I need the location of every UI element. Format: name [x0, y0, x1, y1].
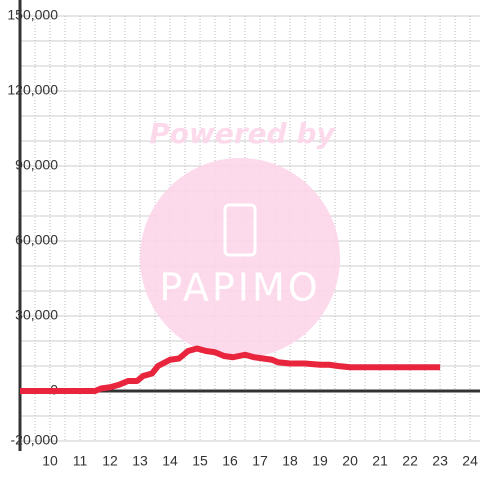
watermark-brand: PAPIMO [159, 266, 320, 310]
y-tick-label: -20,000 [11, 432, 59, 448]
x-tick-label: 18 [282, 453, 298, 469]
x-tick-label: 22 [402, 453, 418, 469]
y-tick-label: 30,000 [15, 307, 58, 323]
x-tick-label: 17 [252, 453, 268, 469]
x-tick-label: 20 [342, 453, 358, 469]
watermark-circle [140, 158, 340, 358]
y-tick-label: 90,000 [15, 157, 58, 173]
data-line [20, 345, 441, 394]
x-tick-label: 14 [162, 453, 178, 469]
x-tick-label: 19 [312, 453, 328, 469]
watermark: Powered by PAPIMO [140, 117, 340, 358]
y-tick-label: 60,000 [15, 232, 58, 248]
x-tick-label: 23 [432, 453, 448, 469]
x-tick-label: 11 [73, 453, 88, 469]
x-tick-label: 15 [192, 453, 208, 469]
x-tick-label: 24 [462, 453, 478, 469]
x-tick-label: 16 [222, 453, 238, 469]
watermark-top: Powered by [149, 117, 336, 150]
y-tick-label: 120,000 [7, 82, 58, 98]
x-tick-label: 12 [102, 453, 118, 469]
x-tick-label: 13 [132, 453, 148, 469]
watermark-icon [223, 203, 257, 257]
y-tick-label: 150,000 [7, 7, 58, 23]
x-tick-label: 10 [42, 453, 58, 469]
x-tick-label: 21 [372, 453, 388, 469]
